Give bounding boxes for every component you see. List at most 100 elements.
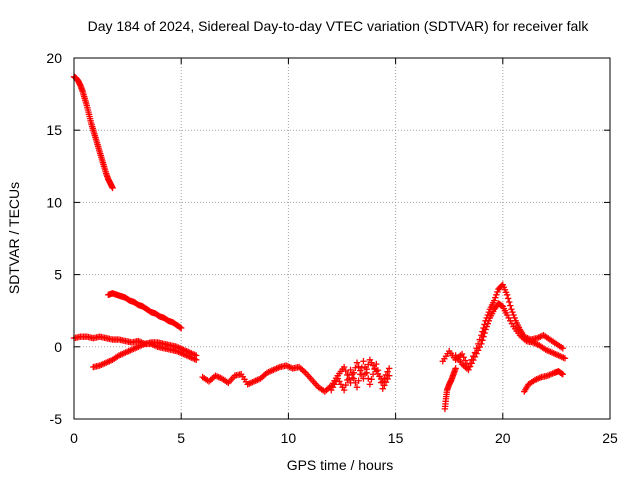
data-point xyxy=(506,298,513,306)
data-point xyxy=(360,358,367,365)
data-point xyxy=(491,297,498,304)
data-point xyxy=(479,337,486,344)
data-point xyxy=(494,288,501,296)
data-point xyxy=(465,366,472,374)
data-point xyxy=(382,371,390,379)
data-point xyxy=(340,363,348,371)
data-point xyxy=(353,359,361,366)
data-point xyxy=(483,323,490,330)
data-point xyxy=(193,352,200,359)
x-tick-label: 20 xyxy=(495,430,511,446)
plot-frame xyxy=(73,57,611,420)
data-point xyxy=(342,367,349,375)
series-track-4 xyxy=(90,339,200,371)
x-axis-label: GPS time / hours xyxy=(287,457,394,473)
plot-area xyxy=(74,58,610,419)
data-point xyxy=(482,326,489,333)
data-point xyxy=(348,371,356,378)
data-point xyxy=(385,365,393,372)
data-point xyxy=(350,375,357,382)
data-point xyxy=(507,302,514,309)
data-point xyxy=(363,369,370,376)
data-point xyxy=(466,363,474,370)
grid-lines xyxy=(74,58,610,419)
data-point xyxy=(511,314,518,322)
data-point xyxy=(452,365,459,372)
data-point xyxy=(376,373,383,380)
data-point xyxy=(509,308,516,316)
data-point xyxy=(474,347,482,354)
data-point xyxy=(178,324,185,332)
data-point xyxy=(379,385,386,392)
data-point xyxy=(381,382,388,389)
series-track-7 xyxy=(441,365,459,413)
series-track-6 xyxy=(328,358,393,394)
data-point xyxy=(368,376,375,383)
data-point xyxy=(371,365,378,373)
data-point xyxy=(352,364,359,371)
x-tick-label: 5 xyxy=(177,430,185,446)
y-tick-label: 20 xyxy=(46,50,62,66)
data-point xyxy=(462,357,469,364)
series-track-10 xyxy=(521,368,567,395)
y-axis-label: SDTVAR / TECUs xyxy=(6,182,22,294)
data-point xyxy=(561,355,569,362)
data-point xyxy=(481,329,488,337)
data-point xyxy=(381,375,388,382)
data-point xyxy=(352,379,359,387)
x-tick-label: 15 xyxy=(388,430,404,446)
x-tick-label: 25 xyxy=(602,430,618,446)
data-point xyxy=(384,375,391,383)
y-tick-label: 5 xyxy=(54,267,62,283)
data-point xyxy=(471,353,479,361)
series-track-2 xyxy=(105,290,185,332)
data-point xyxy=(342,381,349,389)
y-tick-label: 15 xyxy=(46,122,62,138)
data-point xyxy=(510,311,517,319)
data-point xyxy=(361,363,369,371)
data-point xyxy=(473,350,480,357)
data-point xyxy=(558,370,565,377)
data-point xyxy=(485,308,493,316)
x-tick-label: 0 xyxy=(70,430,78,446)
y-tick-labels: -5 0 5 10 15 20 xyxy=(46,50,62,427)
data-point xyxy=(366,381,374,388)
data-point xyxy=(347,366,354,374)
data-point xyxy=(493,291,500,299)
data-point xyxy=(460,354,467,361)
data-point xyxy=(559,345,567,352)
data-point xyxy=(340,386,348,394)
data-point xyxy=(458,350,466,358)
data-point xyxy=(353,384,361,391)
y-tick-label: 0 xyxy=(54,339,62,355)
data-point xyxy=(109,184,116,192)
data-point xyxy=(478,340,485,348)
series-track-5 xyxy=(199,356,393,395)
data-point xyxy=(503,291,511,299)
data-point xyxy=(384,368,391,375)
data-point xyxy=(492,294,499,301)
y-tick-label: 10 xyxy=(46,194,62,210)
data-point xyxy=(355,363,362,370)
data-point xyxy=(485,317,493,325)
y-tick-label: -5 xyxy=(50,411,63,427)
data-point xyxy=(358,364,366,371)
data-point xyxy=(480,333,487,340)
data-point xyxy=(176,324,184,331)
data-point xyxy=(365,361,372,368)
series-track-9 xyxy=(452,300,569,374)
data-point xyxy=(374,367,382,374)
data-point xyxy=(355,377,362,384)
data-point xyxy=(508,306,515,313)
data-point xyxy=(476,343,483,351)
data-point xyxy=(470,356,477,364)
x-tick-labels: 0 5 10 15 20 25 xyxy=(70,430,618,446)
data-point xyxy=(365,375,372,382)
data-point xyxy=(344,376,351,384)
data-point xyxy=(345,371,353,379)
data-point xyxy=(357,371,364,378)
data-point xyxy=(373,360,380,368)
chart-title: Day 184 of 2024, Sidereal Day-to-day VTE… xyxy=(88,18,590,34)
data-point xyxy=(559,371,567,378)
